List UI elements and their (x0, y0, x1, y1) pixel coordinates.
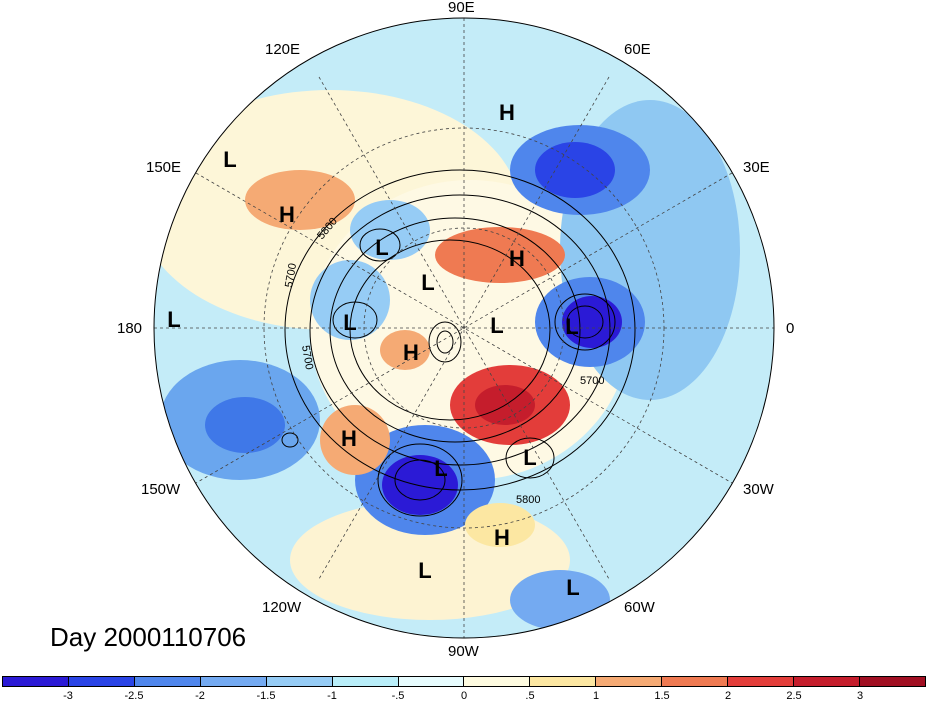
colorbar-segment (662, 677, 729, 686)
pressure-center-high-alaska: H (403, 340, 419, 365)
longitude-label-150w: 150W (141, 481, 181, 498)
colorbar-tick-label: 3 (856, 690, 864, 702)
pressure-center-low-south-america: L (566, 575, 579, 600)
pressure-center-low-pacific-west: L (223, 147, 236, 172)
colorbar-segment (134, 677, 201, 686)
colorbar-tick-label: -1.5 (256, 690, 276, 702)
colorbar-tick-label: -.5 (391, 690, 405, 702)
pressure-centers: H L H L L L L H L L H H L L H L L (167, 100, 579, 600)
pressure-center-low-bering: L (343, 310, 356, 335)
contour-label: 5800 (516, 494, 540, 506)
pressure-center-high-siberia: H (499, 100, 515, 125)
colorbar-segment (794, 677, 860, 686)
colorbar-tick-label: -2.5 (124, 690, 144, 702)
day-title: Day 2000110706 (50, 622, 247, 652)
longitude-label-120w: 120W (262, 599, 302, 616)
colorbar-tick-label: .5 (525, 690, 535, 702)
colorbar-segment (859, 677, 925, 686)
longitude-label-120e: 120E (265, 41, 301, 58)
colorbar-tick-label: 2 (724, 690, 732, 702)
colorbar-tick-label: -1 (327, 690, 337, 702)
longitude-label-30e: 30E (743, 159, 770, 176)
colorbar-segment (332, 677, 399, 686)
pressure-center-low-scandinavia: L (565, 314, 578, 339)
longitude-label-60w: 60W (624, 599, 655, 616)
pressure-center-high-caribbean: H (494, 525, 510, 550)
pressure-center-low-labrador: L (523, 445, 536, 470)
colorbar-segment (266, 677, 333, 686)
pressure-center-high-gulf-of-alaska: H (341, 426, 357, 451)
longitude-label-150e: 150E (146, 159, 182, 176)
pressure-center-low-east-siberia: L (375, 235, 388, 260)
contour-label: 5700 (283, 262, 299, 288)
colorbar-segment (68, 677, 135, 686)
pressure-center-high-kamchatka: H (279, 202, 295, 227)
colorbar-tick-label: 1 (592, 690, 600, 702)
colorbar-tick-label: 0 (460, 690, 468, 702)
contour-label: 5700 (299, 344, 315, 370)
colorbar-segment (200, 677, 267, 686)
colorbar-tick-label: 1.5 (654, 690, 670, 702)
longitude-label-0: 0 (786, 320, 795, 337)
contour-label: 5700 (580, 375, 604, 387)
colorbar-segment (596, 677, 663, 686)
longitude-label-90e: 90E (448, 0, 475, 16)
pressure-center-low-chukotka: L (421, 270, 434, 295)
longitude-label-30w: 30W (743, 481, 774, 498)
map-border (153, 17, 775, 639)
colorbar-segment (728, 677, 795, 686)
colorbar-tick-label: -3 (63, 690, 73, 702)
colorbar-segment (464, 677, 531, 686)
longitude-label-90w: 90W (448, 643, 479, 660)
longitude-label-180: 180 (117, 320, 143, 337)
pressure-center-low-dateline: L (167, 307, 180, 332)
pressure-center-low-north-america: L (434, 456, 447, 481)
colorbar-tick-label: 2.5 (786, 690, 802, 702)
longitude-label-60e: 60E (624, 41, 651, 58)
colorbar (2, 676, 926, 687)
pressure-center-high-barents: H (509, 246, 525, 271)
colorbar-segment (398, 677, 465, 686)
colorbar-segment (530, 677, 597, 686)
pressure-center-low-mexico: L (418, 558, 431, 583)
colorbar-tick-label: -2 (195, 690, 205, 702)
colorbar-segment (3, 677, 69, 686)
pressure-center-low-arctic-center: L (490, 313, 503, 338)
graticule (154, 18, 774, 638)
